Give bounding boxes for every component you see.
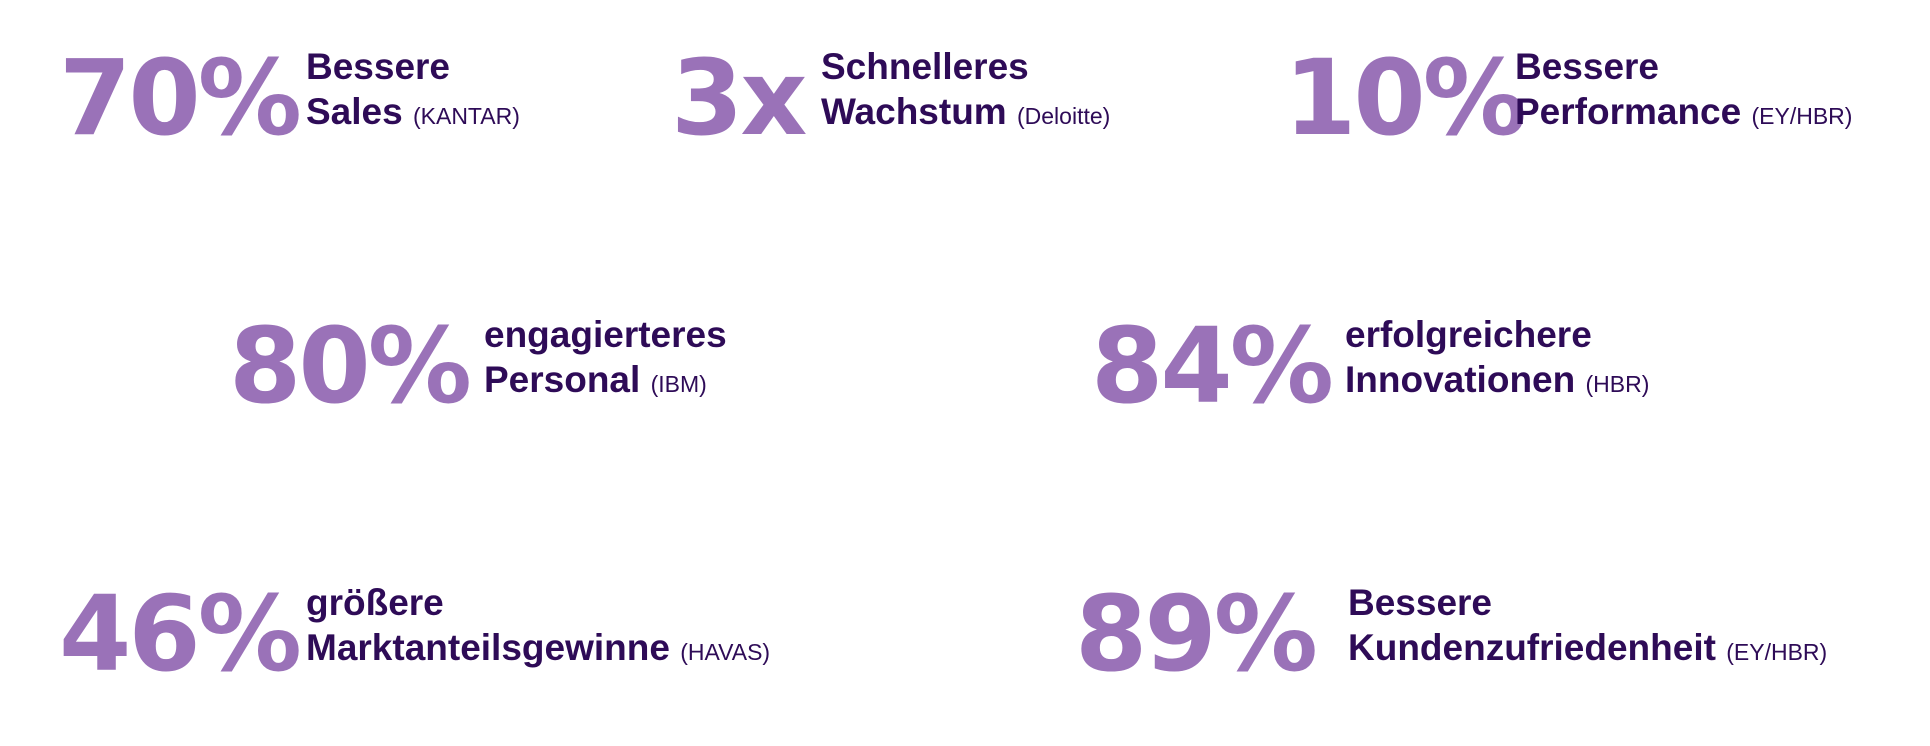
stat-source: (HAVAS) [680, 639, 771, 665]
stat-number: 80% [229, 305, 472, 427]
stat-text: größere Marktanteilsgewinne (HAVAS) [306, 580, 770, 675]
stat-text: Schnelleres Wachstum (Deloitte) [821, 44, 1110, 139]
stat-line2: Innovationen [1345, 359, 1576, 400]
stat-number: 46% [59, 573, 302, 695]
stat-line2: Kundenzufriedenheit [1348, 627, 1716, 668]
stat-line2-row: Kundenzufriedenheit (EY/HBR) [1348, 625, 1827, 675]
stat-number: 70% [59, 37, 302, 159]
stat-line2-row: Sales (KANTAR) [306, 89, 520, 139]
stat-line2: Performance [1515, 91, 1742, 132]
stat-line2: Personal [484, 359, 641, 400]
stat-text: engagierteres Personal (IBM) [484, 312, 727, 407]
stat-text: Bessere Sales (KANTAR) [306, 44, 520, 139]
stat-text: Bessere Performance (EY/HBR) [1515, 44, 1852, 139]
stat-line1: Bessere [1348, 582, 1493, 623]
stat-source: (IBM) [650, 371, 707, 397]
stat-line1: engagierteres [484, 314, 727, 355]
stat-line2: Sales [306, 91, 403, 132]
stat-number: 84% [1091, 305, 1334, 427]
stat-line2: Marktanteilsgewinne [306, 627, 670, 668]
stat-source: (Deloitte) [1017, 103, 1111, 129]
stat-line2: Wachstum [821, 91, 1007, 132]
stat-number: 89% [1075, 573, 1318, 695]
stat-line1: Bessere [306, 46, 451, 87]
stat-source: (EY/HBR) [1751, 103, 1853, 129]
stat-number: 10% [1284, 37, 1527, 159]
stat-line2-row: Innovationen (HBR) [1345, 357, 1649, 407]
stat-source: (EY/HBR) [1726, 639, 1828, 665]
stat-line1: größere [306, 582, 444, 623]
stat-line2-row: Personal (IBM) [484, 357, 727, 407]
stat-line2-row: Marktanteilsgewinne (HAVAS) [306, 625, 770, 675]
stat-line2-row: Performance (EY/HBR) [1515, 89, 1852, 139]
stat-line1: erfolgreichere [1345, 314, 1592, 355]
stat-line2-row: Wachstum (Deloitte) [821, 89, 1110, 139]
stat-line1: Schnelleres [821, 46, 1029, 87]
stat-line1: Bessere [1515, 46, 1660, 87]
stat-source: (HBR) [1585, 371, 1650, 397]
stat-source: (KANTAR) [412, 103, 520, 129]
stat-text: erfolgreichere Innovationen (HBR) [1345, 312, 1649, 407]
stat-number: 3x [671, 37, 807, 159]
stat-text: Bessere Kundenzufriedenheit (EY/HBR) [1348, 580, 1827, 675]
